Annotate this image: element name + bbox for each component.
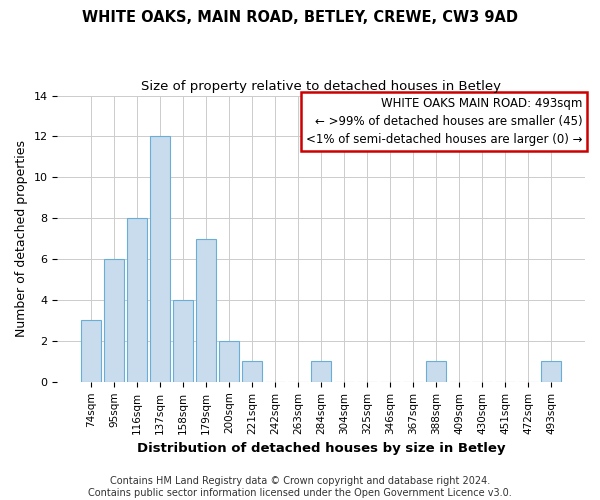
Bar [311, 362, 331, 382]
Y-axis label: Number of detached properties: Number of detached properties [15, 140, 28, 337]
Bar [127, 218, 147, 382]
Bar [151, 136, 170, 382]
Bar [173, 300, 193, 382]
Text: WHITE OAKS MAIN ROAD: 493sqm
← >99% of detached houses are smaller (45)
<1% of s: WHITE OAKS MAIN ROAD: 493sqm ← >99% of d… [306, 97, 583, 146]
Text: Contains HM Land Registry data © Crown copyright and database right 2024.
Contai: Contains HM Land Registry data © Crown c… [88, 476, 512, 498]
Bar [541, 362, 561, 382]
Bar [220, 341, 239, 382]
Bar [427, 362, 446, 382]
Bar [82, 320, 101, 382]
Bar [242, 362, 262, 382]
Title: Size of property relative to detached houses in Betley: Size of property relative to detached ho… [141, 80, 501, 93]
X-axis label: Distribution of detached houses by size in Betley: Distribution of detached houses by size … [137, 442, 505, 455]
Bar [196, 238, 216, 382]
Text: WHITE OAKS, MAIN ROAD, BETLEY, CREWE, CW3 9AD: WHITE OAKS, MAIN ROAD, BETLEY, CREWE, CW… [82, 10, 518, 25]
Bar [104, 259, 124, 382]
